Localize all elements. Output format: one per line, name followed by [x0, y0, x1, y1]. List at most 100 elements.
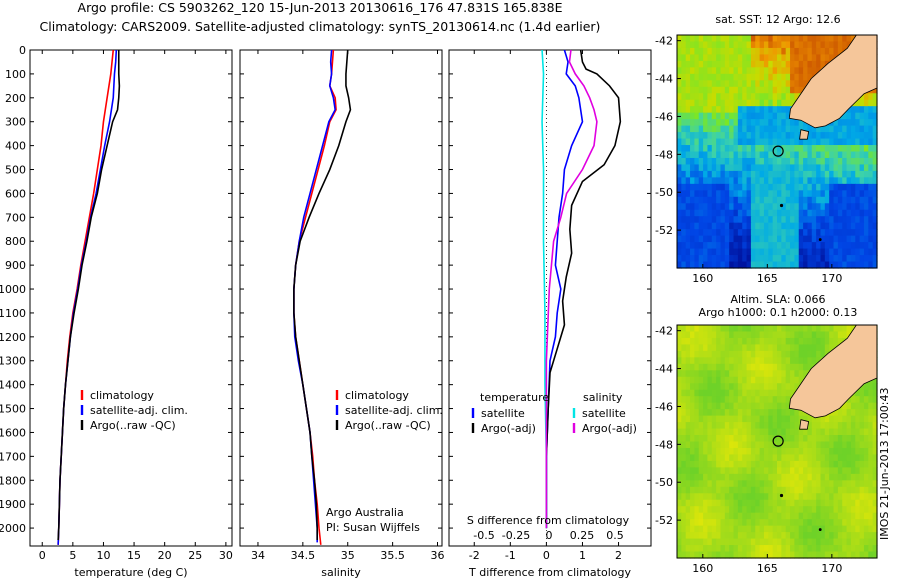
map-cell [737, 396, 743, 404]
map-cell [794, 196, 800, 204]
map-cell [690, 177, 695, 185]
x-tick-label: 0 [543, 549, 550, 562]
map-cell [677, 119, 682, 127]
map-cell [807, 499, 813, 507]
map-cell [807, 428, 813, 436]
map-cell [855, 235, 861, 243]
map-cell [846, 183, 852, 191]
map-cell [859, 409, 865, 417]
map-cell [716, 190, 722, 198]
map-cell [816, 125, 822, 133]
map-cell [711, 376, 717, 384]
map-cell [733, 428, 739, 436]
map-cell [716, 35, 722, 43]
map-cell [694, 177, 700, 185]
map-cell [768, 106, 774, 114]
map-cell [824, 337, 830, 346]
map-cell [811, 473, 817, 481]
map-cell [720, 93, 726, 101]
map-cell [816, 435, 822, 443]
map-cell [872, 409, 878, 417]
map-cell [742, 261, 748, 269]
map-cell [781, 331, 787, 339]
map-cell [690, 473, 695, 481]
map-cell [698, 67, 704, 75]
map-cell [768, 331, 774, 339]
map-cell [690, 255, 695, 263]
map-cell [720, 473, 726, 481]
map-cell [729, 73, 735, 81]
map-cell [833, 486, 839, 494]
map-cell [794, 493, 800, 501]
map-cell [737, 60, 743, 68]
map-cell [807, 125, 813, 133]
map-cell [790, 86, 795, 94]
map-cell [833, 473, 839, 481]
map-cell [777, 261, 782, 269]
map-cell [785, 190, 791, 198]
map-cell [694, 396, 700, 404]
map-cell [772, 93, 778, 101]
map-cell [703, 467, 709, 475]
map-cell [746, 54, 752, 62]
map-cell [746, 151, 752, 159]
map-cell [772, 415, 778, 423]
map-cell [707, 209, 713, 217]
map-cell [850, 216, 856, 224]
map-cell [737, 112, 743, 120]
map-cell [859, 242, 865, 250]
map-cell [837, 454, 843, 462]
map-cell [868, 151, 874, 159]
map-cell [794, 119, 800, 127]
map-cell [807, 255, 813, 263]
map-cell [707, 499, 713, 507]
map-cell [872, 396, 878, 404]
map-cell [872, 428, 878, 436]
map-cell [720, 519, 726, 527]
map-cell [850, 190, 856, 198]
map-cell [763, 157, 769, 166]
map-cell [694, 248, 700, 256]
map-cell [681, 222, 687, 230]
map-cell [677, 261, 682, 269]
map-cell [759, 99, 765, 107]
map-cell [720, 344, 726, 352]
map-cell [681, 177, 687, 185]
map-cell [846, 138, 852, 146]
map-cell [716, 545, 722, 553]
map-cell [781, 47, 787, 56]
map-cell [690, 106, 695, 114]
map-cell [846, 480, 852, 488]
map-cell [716, 331, 722, 339]
map-cell [677, 415, 682, 423]
map-cell [694, 525, 700, 533]
map-cell [711, 145, 717, 153]
map-cell [720, 216, 726, 224]
map-cell [690, 35, 695, 43]
map-cell [707, 551, 713, 559]
map-cell [803, 242, 809, 250]
map-cell [798, 41, 804, 49]
map-cell [724, 261, 730, 269]
map-cell [698, 506, 704, 514]
map-cell [868, 422, 874, 430]
map-cell [768, 209, 774, 217]
map-cell [707, 151, 713, 159]
map-cell [690, 164, 695, 172]
map-cell [868, 222, 874, 230]
map-cell [733, 454, 739, 462]
map-cell [785, 486, 791, 494]
map-cell [816, 248, 822, 256]
map-cell [707, 183, 713, 191]
map-cell [690, 145, 695, 153]
map-cell [677, 325, 682, 333]
map-cell [850, 460, 856, 468]
map-cell [790, 506, 795, 514]
map-cell [872, 190, 878, 198]
map-cell [698, 480, 704, 488]
map-cell [711, 396, 717, 404]
map-cell [724, 357, 730, 365]
map-cell [794, 132, 800, 140]
map-cell [863, 545, 869, 553]
map-cell [863, 112, 869, 120]
